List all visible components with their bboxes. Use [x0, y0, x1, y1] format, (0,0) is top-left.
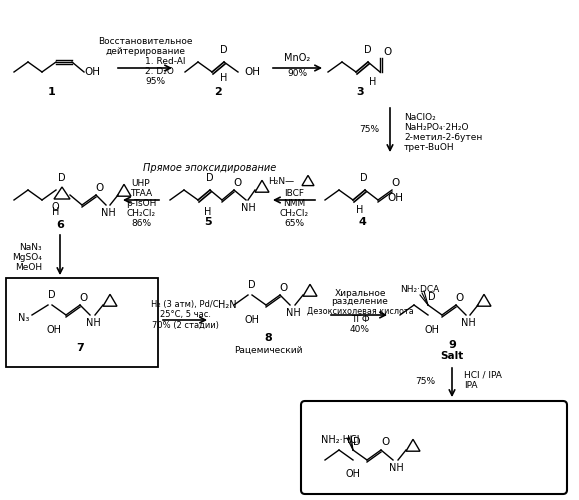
Text: 95%: 95%: [145, 78, 165, 86]
Text: D: D: [428, 292, 436, 302]
Text: 4: 4: [358, 217, 366, 227]
Text: OH: OH: [424, 325, 439, 335]
Text: 2. D₂O: 2. D₂O: [145, 68, 174, 76]
Text: NH: NH: [461, 318, 475, 328]
Text: UHP: UHP: [131, 178, 151, 188]
Text: 1. Red-Al: 1. Red-Al: [145, 58, 185, 66]
Text: MgSO₄: MgSO₄: [12, 254, 42, 262]
Text: NH: NH: [389, 463, 404, 473]
Text: D: D: [364, 45, 372, 55]
Text: дейтерирование: дейтерирование: [105, 48, 185, 56]
Text: D: D: [58, 173, 66, 183]
Text: HCl / IPA: HCl / IPA: [464, 370, 502, 380]
Text: H: H: [204, 207, 212, 217]
Text: IBCF: IBCF: [284, 188, 304, 198]
Text: H₂N: H₂N: [218, 300, 237, 310]
Text: NaClO₂: NaClO₂: [404, 114, 436, 122]
Text: Хиральное: Хиральное: [334, 288, 386, 298]
Text: 25°C, 5 час.: 25°C, 5 час.: [159, 310, 211, 320]
Text: Salt: Salt: [441, 351, 464, 361]
Text: Рацемический: Рацемический: [234, 346, 302, 354]
Text: NH: NH: [285, 308, 301, 318]
Text: OH: OH: [244, 315, 259, 325]
Text: разделение: разделение: [332, 298, 389, 306]
Text: Прямое эпоксидирование: Прямое эпоксидирование: [144, 163, 277, 173]
Text: Дезоксихолевая кислота: Дезоксихолевая кислота: [307, 306, 413, 316]
Text: OH: OH: [346, 469, 361, 479]
Text: NH₂·HCl: NH₂·HCl: [321, 435, 359, 445]
Text: H: H: [369, 77, 377, 87]
Text: 86%: 86%: [131, 218, 151, 228]
Text: NMM: NMM: [283, 198, 305, 207]
Text: H: H: [221, 73, 228, 83]
Text: NH: NH: [241, 203, 255, 213]
Text: D: D: [248, 280, 256, 290]
Text: NH₂·DCA: NH₂·DCA: [400, 286, 439, 294]
Text: TFAA: TFAA: [130, 188, 152, 198]
Text: IPA: IPA: [464, 380, 478, 390]
Text: 2-метил-2-бутен: 2-метил-2-бутен: [404, 134, 482, 142]
Text: NH: NH: [101, 208, 115, 218]
Text: O: O: [381, 437, 389, 447]
Text: D: D: [220, 45, 228, 55]
Text: O: O: [234, 178, 242, 188]
Text: трет-BuOH: трет-BuOH: [404, 144, 455, 152]
Text: H₂N—: H₂N—: [268, 178, 294, 186]
Text: O: O: [80, 293, 88, 303]
Text: D: D: [206, 173, 214, 183]
Text: 1: 1: [48, 87, 56, 97]
Text: NH: NH: [86, 318, 100, 328]
Text: 65%: 65%: [284, 218, 304, 228]
Text: Восстановительное: Восстановительное: [98, 38, 192, 46]
Text: NaH₂PO₄·2H₂O: NaH₂PO₄·2H₂O: [404, 124, 468, 132]
Text: O: O: [391, 178, 399, 188]
Text: O: O: [280, 283, 288, 293]
Text: D: D: [360, 173, 368, 183]
Text: 6: 6: [56, 220, 64, 230]
Text: 40%: 40%: [350, 326, 370, 334]
Text: CH₂Cl₂: CH₂Cl₂: [126, 208, 156, 218]
Text: 75%: 75%: [415, 378, 435, 386]
Text: 7: 7: [76, 343, 84, 353]
Text: O: O: [96, 183, 104, 193]
Text: 2: 2: [214, 87, 222, 97]
Text: OH: OH: [387, 193, 403, 203]
Text: 75%: 75%: [359, 126, 379, 134]
Text: p-TsOH: p-TsOH: [126, 198, 156, 207]
Text: OH: OH: [244, 67, 260, 77]
Text: N₃: N₃: [18, 313, 30, 323]
Text: 3: 3: [356, 87, 364, 97]
Text: H: H: [52, 207, 60, 217]
Text: 70% (2 стадии): 70% (2 стадии): [152, 320, 218, 330]
Text: OH: OH: [46, 325, 61, 335]
Text: 9: 9: [448, 340, 456, 350]
Text: 90%: 90%: [287, 70, 307, 78]
Text: H: H: [356, 205, 364, 215]
Text: O: O: [384, 47, 392, 57]
Text: O: O: [51, 202, 59, 212]
Text: CH₂Cl₂: CH₂Cl₂: [280, 208, 309, 218]
Text: MeOH: MeOH: [15, 264, 42, 272]
Text: OH: OH: [84, 67, 100, 77]
Text: MnO₂: MnO₂: [284, 53, 310, 63]
Text: 8: 8: [264, 333, 272, 343]
Text: NaN₃: NaN₃: [19, 244, 42, 252]
Text: O: O: [456, 293, 464, 303]
Text: D: D: [48, 290, 56, 300]
Text: 5: 5: [204, 217, 212, 227]
Text: D: D: [353, 437, 361, 447]
Text: H₂ (3 атм), Pd/C: H₂ (3 атм), Pd/C: [151, 300, 219, 310]
Text: ТГФ: ТГФ: [351, 316, 369, 324]
